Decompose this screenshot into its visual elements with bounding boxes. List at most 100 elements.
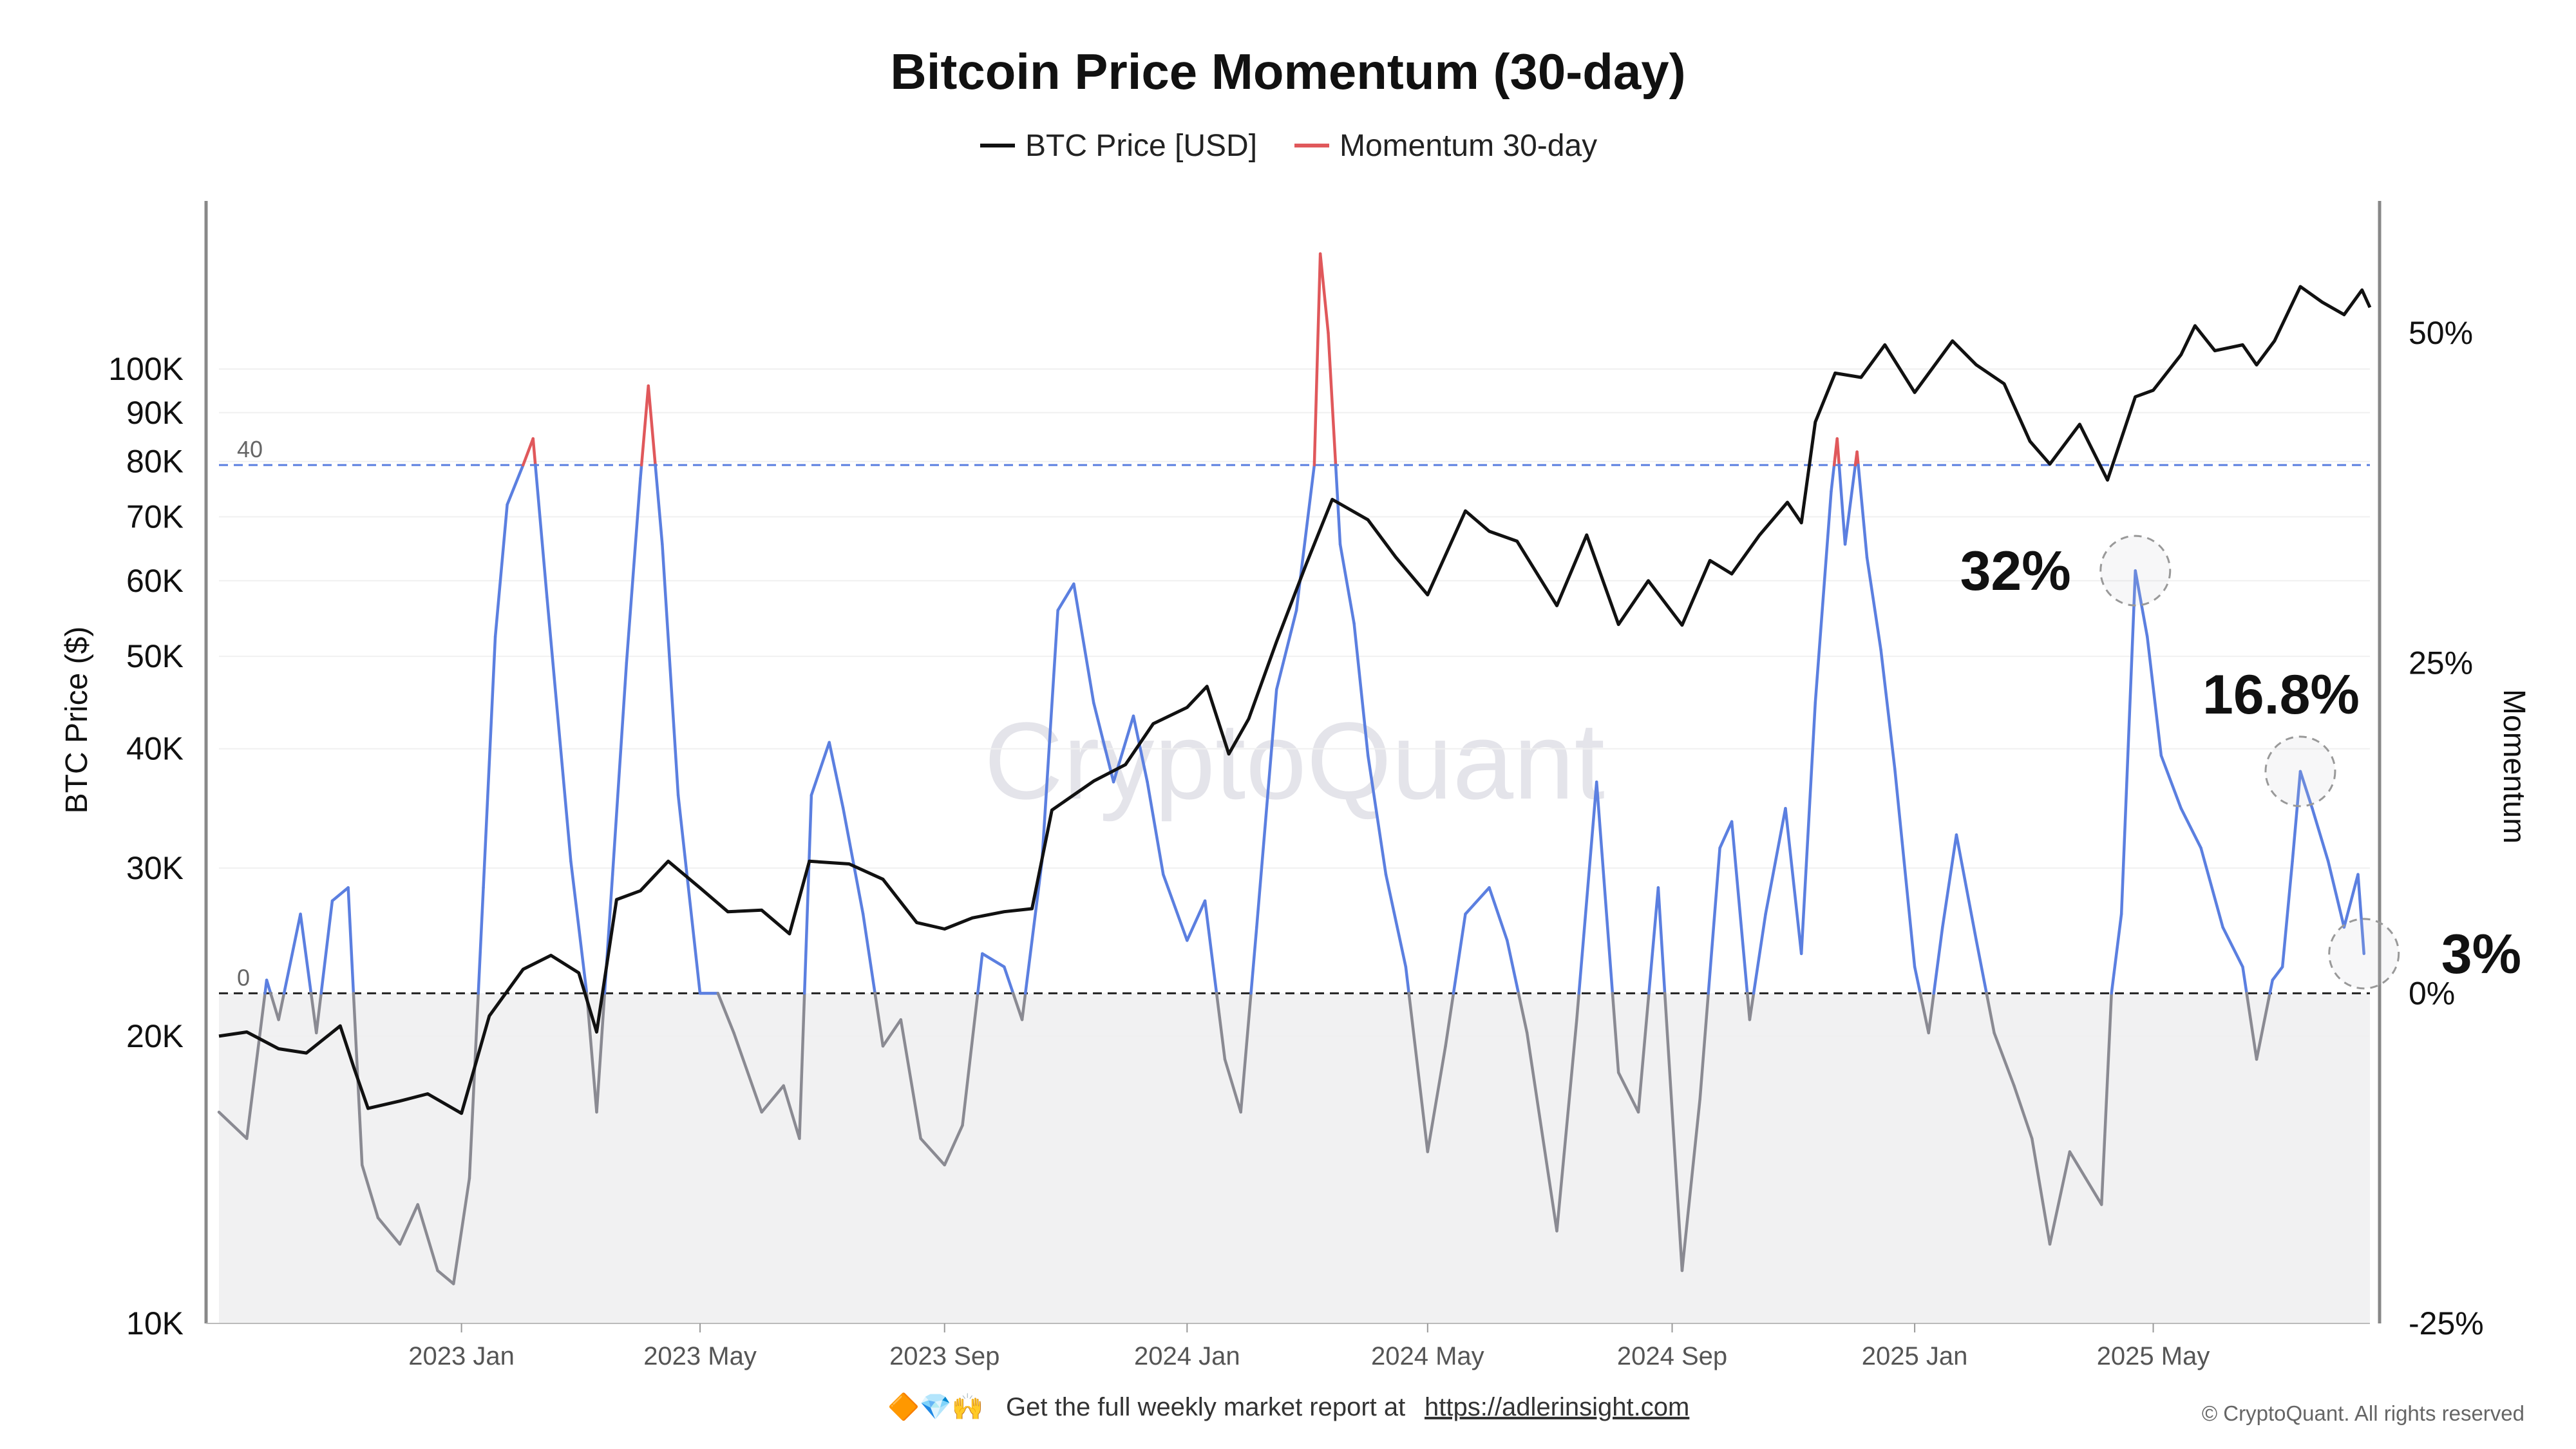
momentum-segment [330,886,350,903]
right-axis-ticks: 50% 25% 0% -25% [2409,315,2484,1341]
momentum-segment [2268,978,2274,995]
momentum-segment [2179,807,2202,850]
momentum-segment [1865,556,1882,652]
momentum-segment [2012,1084,2034,1141]
momentum-segment [2271,965,2284,982]
momentum-segment [1932,925,1944,995]
momentum-segment [2291,770,2302,863]
momentum-segment [1784,807,1803,956]
momentum-segment [899,1018,922,1141]
annotation-label: 3% [2441,923,2521,985]
momentum-segment [810,741,831,797]
momentum-segment [873,992,885,1048]
momentum-segment [828,741,845,810]
left-tick-label: 50K [126,638,184,674]
momentum-segment [1426,1045,1447,1153]
momentum-segment [676,793,702,995]
momentum-segment [2241,965,2248,995]
momentum-segment [1855,450,1860,467]
footer-link[interactable]: https://adlerinsight.com [1425,1393,1689,1421]
left-tick-label: 90K [126,395,184,431]
right-tick-label: 25% [2409,645,2473,681]
momentum-segment [943,1124,964,1167]
momentum-segment [1334,463,1342,546]
momentum-segment [1611,992,1620,1074]
momentum-segment [2280,860,2294,969]
momentum-segment [545,595,573,863]
momentum-segment [1215,992,1227,1061]
reference-lines: 40 0 [219,436,2370,994]
momentum-segment [361,1163,380,1220]
momentum-segment [961,992,980,1127]
momentum-segment [842,807,865,916]
x-tick-label: 2023 Sep [889,1342,999,1370]
momentum-segment [2326,860,2346,929]
momentum-segment [269,992,280,1021]
momentum-segment [1913,965,1922,995]
x-tick-label: 2025 May [2097,1342,2210,1370]
momentum-segment [346,886,355,995]
momentum-segment [1318,252,1330,335]
momentum-segment [1985,992,1996,1035]
legend-label-momentum: Momentum 30-day [1340,129,1597,163]
momentum-segment [315,992,323,1035]
momentum-segment [595,992,607,1114]
left-tick-label: 30K [126,850,184,886]
annotation-label: 16.8% [2202,664,2360,726]
momentum-segment [1352,621,1370,757]
momentum-segment [477,886,485,995]
momentum-segment [2110,913,2123,995]
momentum-segment [639,384,650,467]
btc-price-series [218,285,2372,1115]
momentum-segment [1056,582,1075,612]
momentum-segment [1488,886,1509,942]
momentum-segment [1407,992,1430,1153]
momentum-segment [760,1084,785,1114]
momentum-segment [1249,925,1258,995]
momentum-segment [1927,992,1936,1035]
momentum-segment [802,793,813,995]
momentum-segment [1072,582,1095,705]
x-tick-label: 2023 May [643,1342,757,1370]
momentum-segment [1020,992,1027,1021]
momentum-segment [919,1137,946,1167]
momentum-segment [1003,965,1015,995]
momentum-segment [732,1031,763,1114]
x-tick-label: 2023 Jan [408,1342,515,1370]
momentum-segment [639,463,643,480]
momentum-segment [2342,873,2360,929]
momentum-segment [1730,820,1749,995]
momentum-segment [1698,992,1710,1101]
momentum-segment [1893,767,1917,969]
momentum-segment [1941,833,1958,929]
momentum-segment [1577,781,1598,995]
annotation-circle [2328,918,2400,990]
left-tick-label: 20K [126,1018,184,1054]
momentum-segment [1274,609,1298,691]
momentum-segment [1555,1018,1578,1233]
momentum-segment [1857,463,1869,559]
momentum-segment [1023,860,1044,995]
momentum-segment [1616,1071,1640,1114]
momentum-segment [2068,1150,2087,1180]
momentum-segment [482,635,497,889]
momentum-segment [981,952,1006,969]
momentum-segment [1223,1057,1242,1114]
momentum-segment [398,1203,419,1246]
momentum-segment [1814,489,1833,705]
momentum-segment [1595,781,1615,995]
momentum-segment [2298,770,2314,810]
momentum-segment [217,1110,249,1141]
momentum-segment [1404,965,1410,995]
momentum-segment [1294,463,1316,612]
momentum-segment [1525,1031,1558,1233]
momentum-segment [1837,463,1847,546]
legend: BTC Price [USD] Momentum 30-day [980,129,1597,163]
momentum-segment [1752,913,1767,995]
left-axis-ticks: 10K 20K 30K 40K 50K 60K 70K 80K 90K 100K [108,351,184,1341]
negative-zone [219,993,2370,1323]
momentum-segment [2159,753,2183,810]
momentum-segment [1663,992,1684,1273]
momentum-segment [569,860,589,995]
momentum-segment [1186,899,1207,942]
